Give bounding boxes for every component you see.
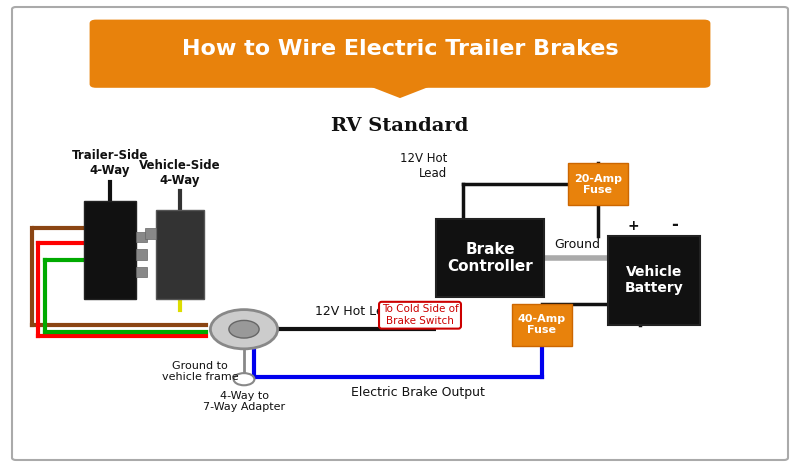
Text: Ground to
vehicle frame: Ground to vehicle frame (162, 361, 238, 382)
FancyBboxPatch shape (84, 201, 136, 299)
Text: 4-Way to
7-Way Adapter: 4-Way to 7-Way Adapter (203, 391, 285, 412)
Text: Trailer-Side
4-Way: Trailer-Side 4-Way (72, 149, 148, 177)
FancyBboxPatch shape (90, 20, 710, 88)
Text: Brake
Controller: Brake Controller (447, 242, 533, 274)
Circle shape (234, 373, 254, 385)
FancyBboxPatch shape (136, 267, 147, 277)
Text: 40-Amp
Fuse: 40-Amp Fuse (518, 314, 566, 335)
Circle shape (229, 320, 259, 338)
FancyBboxPatch shape (512, 304, 572, 346)
FancyBboxPatch shape (608, 236, 700, 325)
Polygon shape (364, 84, 436, 98)
Text: +: + (628, 219, 639, 234)
Circle shape (210, 310, 278, 349)
FancyBboxPatch shape (136, 232, 147, 242)
Text: 12V Hot
Lead: 12V Hot Lead (400, 152, 447, 180)
FancyBboxPatch shape (156, 210, 204, 299)
Text: 20-Amp
Fuse: 20-Amp Fuse (574, 174, 622, 195)
Text: RV Standard: RV Standard (331, 117, 469, 135)
FancyBboxPatch shape (12, 7, 788, 460)
FancyBboxPatch shape (136, 249, 147, 260)
Text: How to Wire Electric Trailer Brakes: How to Wire Electric Trailer Brakes (182, 39, 618, 59)
Text: Electric Brake Output: Electric Brake Output (351, 386, 485, 399)
Text: Ground: Ground (554, 238, 600, 251)
FancyBboxPatch shape (145, 228, 156, 239)
Text: 12V Hot Lead: 12V Hot Lead (314, 304, 399, 318)
FancyBboxPatch shape (568, 163, 628, 205)
Text: Vehicle
Battery: Vehicle Battery (625, 265, 683, 295)
Text: To Cold Side of
Brake Switch: To Cold Side of Brake Switch (382, 304, 458, 326)
Text: Vehicle-Side
4-Way: Vehicle-Side 4-Way (139, 159, 221, 187)
FancyBboxPatch shape (436, 219, 544, 297)
Text: -: - (671, 215, 678, 234)
